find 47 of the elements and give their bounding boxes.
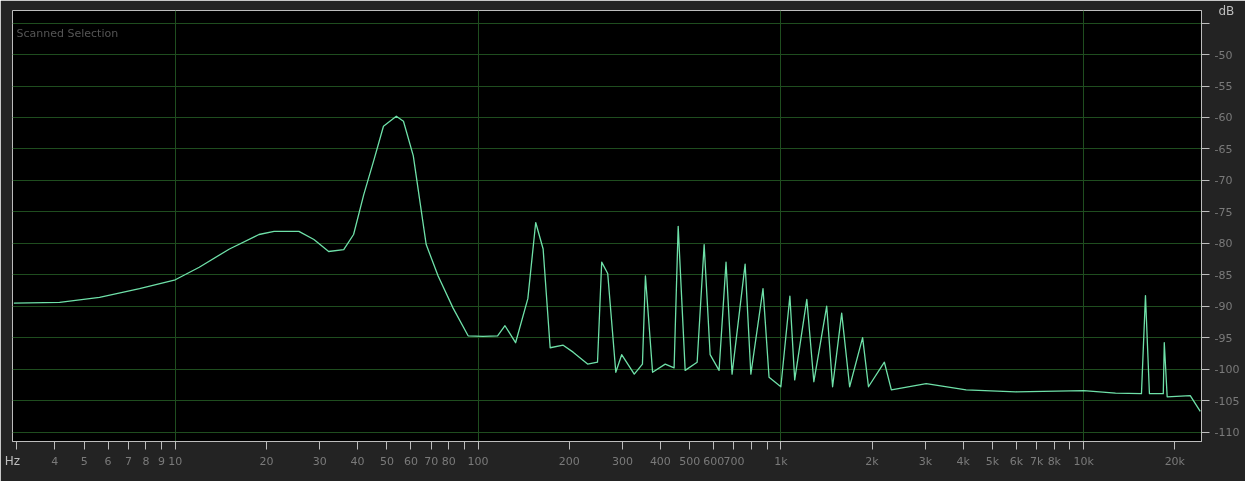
x-tick-label: 8 <box>142 454 150 468</box>
y-tick-label: -100 <box>1214 363 1240 377</box>
y-tick-label: -50 <box>1214 48 1233 62</box>
annotation: Scanned Selection <box>16 26 119 40</box>
y-tick-label: -90 <box>1214 300 1233 314</box>
x-tick-label: 9 <box>157 454 165 468</box>
y-tick-label: -105 <box>1214 394 1240 408</box>
y-axis-title: dB <box>1218 3 1235 18</box>
x-tick-label: 400 <box>649 454 671 468</box>
x-tick-label: 7k <box>1030 454 1045 468</box>
x-tick-label: 6k <box>1009 454 1024 468</box>
x-tick-label: 8k <box>1047 454 1062 468</box>
x-tick-label: 6 <box>104 454 112 468</box>
y-tick-label: -80 <box>1214 237 1233 251</box>
x-tick-label: 700 <box>723 454 745 468</box>
x-tick-label: 40 <box>350 454 365 468</box>
y-tick-label: -70 <box>1214 174 1233 188</box>
y-tick-label: -85 <box>1214 268 1233 282</box>
x-tick-label: 20 <box>259 454 274 468</box>
x-tick-label: 10 <box>168 454 183 468</box>
x-tick-label: 60 <box>403 454 418 468</box>
x-tick-label: 5 <box>80 454 88 468</box>
x-tick-label: 50 <box>379 454 394 468</box>
x-tick-label: 30 <box>312 454 327 468</box>
x-tick-label: 100 <box>467 454 489 468</box>
x-tick-label: 600 <box>703 454 725 468</box>
y-tick-label: -55 <box>1214 80 1233 93</box>
x-tick-label: 300 <box>612 454 634 468</box>
x-tick-label: 500 <box>679 454 701 468</box>
x-tick-label: 7 <box>124 454 132 468</box>
x-tick-label: 80 <box>441 454 456 468</box>
y-tick-label: -75 <box>1214 205 1233 219</box>
x-axis-title: Hz <box>4 453 21 468</box>
x-tick-label: 70 <box>424 454 439 468</box>
x-tick-label: 10k <box>1073 454 1095 468</box>
x-tick-label: 4k <box>956 454 971 468</box>
y-tick-label: -60 <box>1214 111 1233 125</box>
x-tick-label: 5k <box>985 454 1000 468</box>
y-tick-label: -110 <box>1214 426 1240 440</box>
x-tick-label: 2k <box>865 454 880 468</box>
x-tick-label: 4 <box>51 454 59 468</box>
y-tick-label: -65 <box>1214 142 1233 156</box>
x-tick-label: 3k <box>918 454 933 468</box>
y-tick-label: -95 <box>1214 331 1233 345</box>
x-tick-label: 20k <box>1164 454 1186 468</box>
x-tick-label: 1k <box>774 454 789 468</box>
x-tick-label: 200 <box>558 454 580 468</box>
